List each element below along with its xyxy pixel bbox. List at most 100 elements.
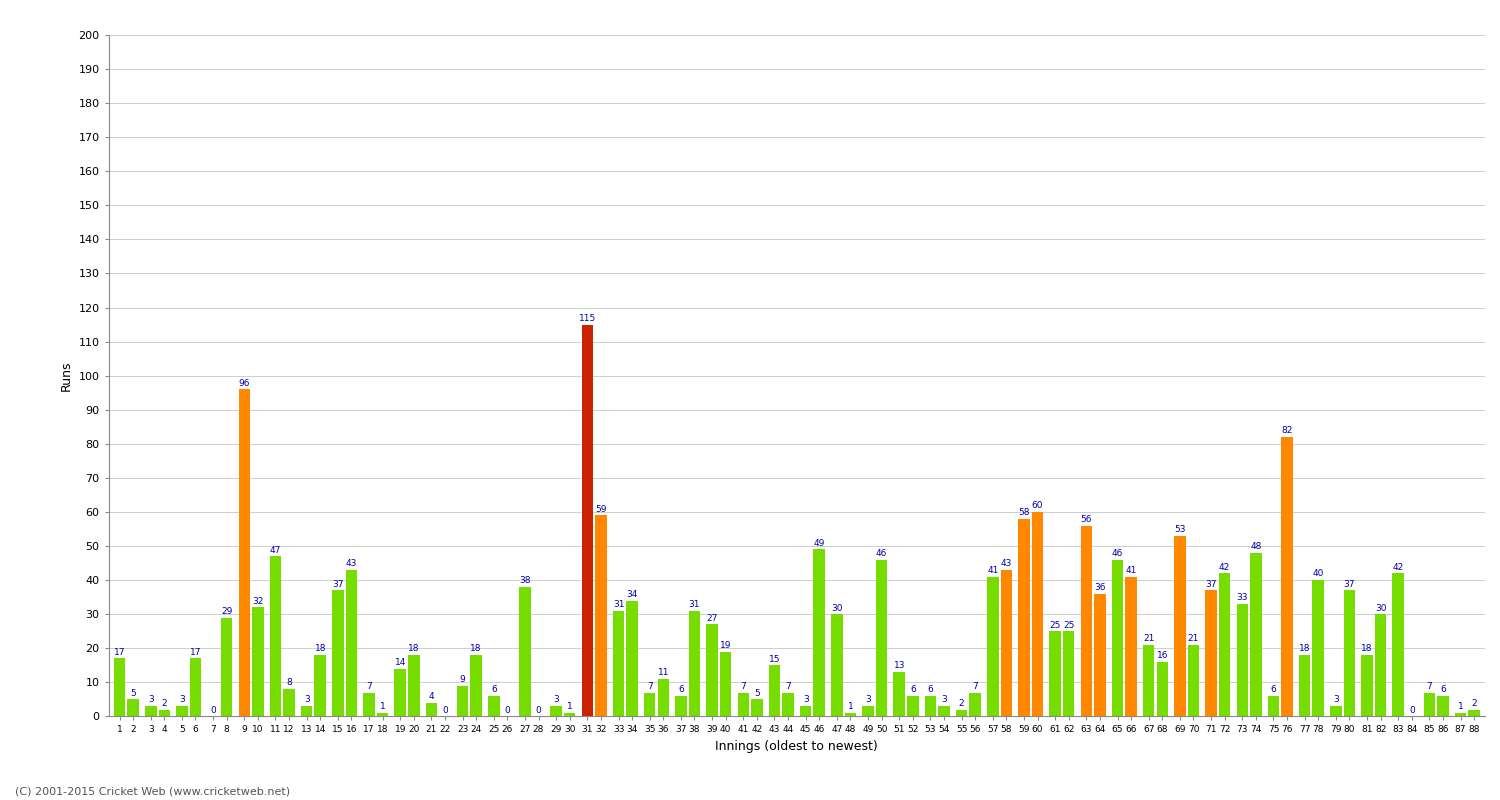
Bar	[146, 706, 156, 717]
Bar	[1032, 512, 1044, 717]
Bar	[876, 560, 888, 717]
Bar	[969, 693, 981, 717]
Bar	[956, 710, 968, 717]
Bar	[720, 652, 732, 717]
Text: 1: 1	[847, 702, 853, 711]
Bar	[114, 658, 126, 717]
Bar	[657, 679, 669, 717]
Bar	[614, 610, 624, 717]
Text: 60: 60	[1032, 502, 1044, 510]
Bar	[488, 696, 500, 717]
Text: 6: 6	[1440, 686, 1446, 694]
Text: 2: 2	[162, 699, 166, 708]
Bar	[644, 693, 656, 717]
Text: 7: 7	[784, 682, 790, 691]
Text: 21: 21	[1188, 634, 1198, 643]
Text: 82: 82	[1281, 426, 1293, 435]
Text: 4: 4	[429, 692, 433, 701]
Text: 17: 17	[114, 648, 126, 657]
Text: 2: 2	[958, 699, 964, 708]
Text: 41: 41	[1125, 566, 1137, 575]
Text: 3: 3	[940, 695, 946, 705]
Text: 43: 43	[345, 559, 357, 568]
Bar	[408, 655, 420, 717]
Bar	[831, 614, 843, 717]
Bar	[394, 669, 406, 717]
Bar	[1112, 560, 1124, 717]
Text: 3: 3	[802, 695, 808, 705]
Text: 7: 7	[972, 682, 978, 691]
Bar	[752, 699, 762, 717]
Text: 3: 3	[148, 695, 153, 705]
Bar	[471, 655, 482, 717]
Text: 0: 0	[442, 706, 448, 714]
Text: 18: 18	[1362, 644, 1372, 654]
Bar	[519, 587, 531, 717]
Bar	[1299, 655, 1311, 717]
Bar	[550, 706, 562, 717]
X-axis label: Innings (oldest to newest): Innings (oldest to newest)	[716, 740, 878, 753]
Text: 0: 0	[536, 706, 542, 714]
Bar	[345, 570, 357, 717]
Bar	[1050, 631, 1060, 717]
Bar	[128, 699, 140, 717]
Bar	[1376, 614, 1386, 717]
Text: 33: 33	[1236, 594, 1248, 602]
Bar	[1344, 590, 1354, 717]
Text: 46: 46	[1112, 549, 1124, 558]
Text: 1: 1	[567, 702, 573, 711]
Text: 17: 17	[189, 648, 201, 657]
Text: 36: 36	[1094, 583, 1106, 592]
Text: 7: 7	[366, 682, 372, 691]
Bar	[1281, 437, 1293, 717]
Bar	[688, 610, 700, 717]
Text: 25: 25	[1064, 621, 1074, 630]
Bar	[1188, 645, 1198, 717]
Bar	[564, 713, 576, 717]
Text: 53: 53	[1174, 525, 1185, 534]
Bar	[1362, 655, 1372, 717]
Bar	[1156, 662, 1168, 717]
Text: 37: 37	[1206, 580, 1216, 589]
Bar	[315, 655, 326, 717]
Text: 3: 3	[178, 695, 184, 705]
Text: 31: 31	[614, 600, 624, 609]
Text: 30: 30	[1376, 603, 1386, 613]
Bar	[1000, 570, 1012, 717]
Bar	[768, 666, 780, 717]
Text: 43: 43	[1000, 559, 1012, 568]
Bar	[1064, 631, 1074, 717]
Text: 16: 16	[1156, 651, 1168, 660]
Text: 32: 32	[252, 597, 264, 606]
Bar	[1236, 604, 1248, 717]
Text: 37: 37	[332, 580, 344, 589]
Text: 25: 25	[1050, 621, 1060, 630]
Bar	[1094, 594, 1106, 717]
Text: 18: 18	[315, 644, 326, 654]
Text: 96: 96	[238, 378, 250, 388]
Text: 37: 37	[1344, 580, 1354, 589]
Bar	[813, 550, 825, 717]
Bar	[1019, 519, 1029, 717]
Bar	[987, 577, 999, 717]
Text: 48: 48	[1250, 542, 1262, 551]
Text: 56: 56	[1080, 515, 1092, 524]
Bar	[1250, 553, 1262, 717]
Text: 13: 13	[894, 662, 904, 670]
Text: 47: 47	[270, 546, 280, 554]
Text: 59: 59	[596, 505, 606, 514]
Text: 15: 15	[768, 654, 780, 664]
Text: 0: 0	[210, 706, 216, 714]
Bar	[252, 607, 264, 717]
Bar	[924, 696, 936, 717]
Text: 3: 3	[1334, 695, 1338, 705]
Bar	[1206, 590, 1216, 717]
Bar	[844, 713, 856, 717]
Text: 46: 46	[876, 549, 888, 558]
Text: 27: 27	[706, 614, 718, 622]
Text: 29: 29	[220, 607, 232, 616]
Text: 2: 2	[1472, 699, 1478, 708]
Bar	[1468, 710, 1480, 717]
Bar	[582, 325, 592, 717]
Text: 11: 11	[657, 668, 669, 678]
